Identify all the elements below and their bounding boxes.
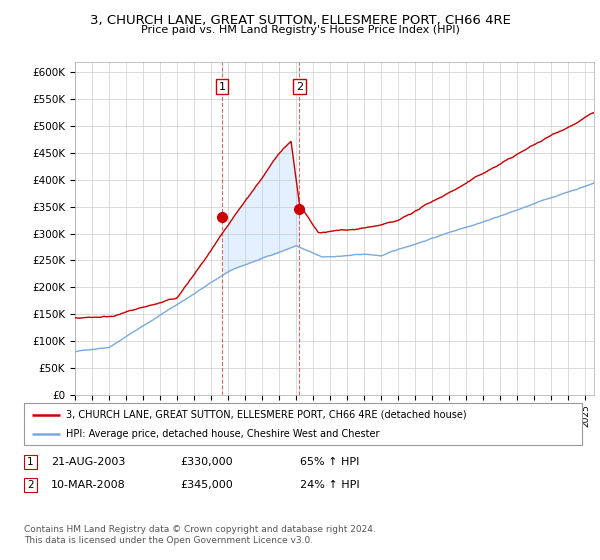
Text: 2: 2	[27, 480, 34, 489]
Text: HPI: Average price, detached house, Cheshire West and Chester: HPI: Average price, detached house, Ches…	[66, 429, 379, 439]
Text: 21-AUG-2003: 21-AUG-2003	[51, 457, 125, 466]
Text: 24% ↑ HPI: 24% ↑ HPI	[300, 480, 359, 489]
Text: 10-MAR-2008: 10-MAR-2008	[51, 480, 126, 489]
Text: 1: 1	[218, 82, 226, 92]
Text: 2: 2	[296, 82, 303, 92]
Text: 65% ↑ HPI: 65% ↑ HPI	[300, 457, 359, 466]
Text: £330,000: £330,000	[180, 457, 233, 466]
Text: Price paid vs. HM Land Registry's House Price Index (HPI): Price paid vs. HM Land Registry's House …	[140, 25, 460, 35]
Text: Contains HM Land Registry data © Crown copyright and database right 2024.
This d: Contains HM Land Registry data © Crown c…	[24, 525, 376, 545]
Text: 3, CHURCH LANE, GREAT SUTTON, ELLESMERE PORT, CH66 4RE (detached house): 3, CHURCH LANE, GREAT SUTTON, ELLESMERE …	[66, 409, 466, 419]
FancyBboxPatch shape	[24, 403, 582, 445]
Text: 1: 1	[27, 457, 34, 466]
Text: £345,000: £345,000	[180, 480, 233, 489]
Text: 3, CHURCH LANE, GREAT SUTTON, ELLESMERE PORT, CH66 4RE: 3, CHURCH LANE, GREAT SUTTON, ELLESMERE …	[89, 14, 511, 27]
